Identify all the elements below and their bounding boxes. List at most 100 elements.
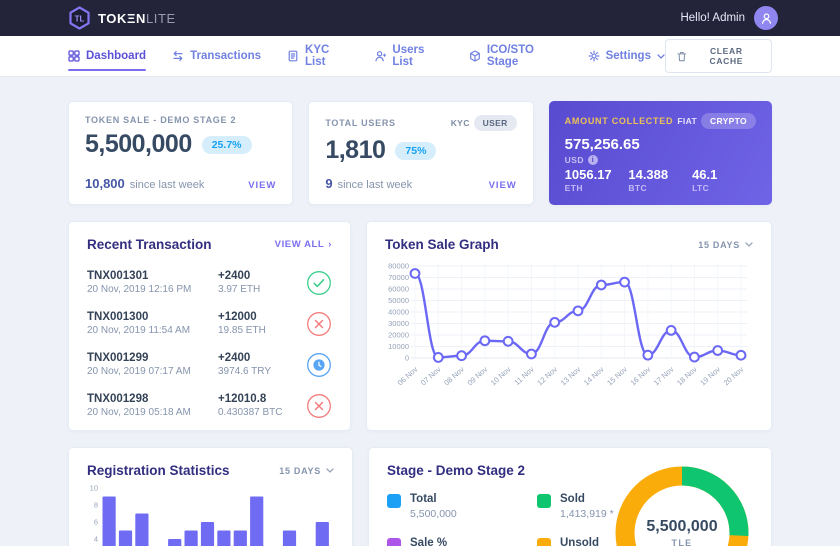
users-list-icon: [375, 51, 387, 62]
toggle-user[interactable]: USER: [473, 115, 517, 131]
nav-item-dashboard[interactable]: Dashboard: [68, 36, 147, 76]
period-label: 15 DAYS: [279, 465, 321, 476]
view-all-label: VIEW ALL: [274, 239, 325, 250]
svg-text:07 Nov: 07 Nov: [419, 365, 443, 388]
transaction-row[interactable]: TNX001301 20 Nov, 2019 12:16 PM +2400 3.…: [87, 262, 332, 303]
svg-text:13 Nov: 13 Nov: [559, 365, 583, 388]
svg-text:60000: 60000: [388, 285, 409, 294]
toggle-fiat[interactable]: FIAT: [677, 116, 697, 126]
svg-text:16 Nov: 16 Nov: [629, 365, 653, 388]
dashboard-icon: [68, 50, 80, 62]
view-link[interactable]: VIEW: [248, 180, 277, 191]
card-label: TOKEN SALE - DEMO STAGE 2: [85, 115, 237, 125]
fiat-crypto-toggle: FIAT CRYPTO: [677, 113, 756, 129]
svg-text:0: 0: [405, 354, 409, 363]
card-label: TOTAL USERS: [325, 118, 396, 128]
delta-value: 9: [325, 176, 333, 191]
chevron-right-icon: ›: [328, 239, 332, 250]
transaction-row[interactable]: TNX001299 20 Nov, 2019 07:17 AM +2400 39…: [87, 344, 332, 385]
clear-cache-button[interactable]: CLEAR CACHE: [664, 39, 772, 73]
eth-label: ETH: [564, 183, 583, 193]
nav-item-settings[interactable]: Settings: [588, 36, 665, 76]
nav-label: ICO/STO Stage: [486, 44, 534, 68]
toggle-crypto[interactable]: CRYPTO: [700, 113, 756, 129]
legend-item-sale-pct: Sale % 25.7% Sold: [387, 537, 537, 546]
legend-item-unsold: Unsold 4,086,082: [537, 537, 687, 546]
delta-caption: since last week: [129, 179, 205, 191]
svg-text:10 Nov: 10 Nov: [489, 365, 513, 388]
view-all-link[interactable]: VIEW ALL ›: [275, 239, 332, 250]
nav-label: Transactions: [190, 50, 262, 62]
nav-item-kyc-list[interactable]: KYC List: [287, 36, 348, 76]
brand-logo[interactable]: TL TOKΞNLITE: [68, 5, 176, 31]
legend-swatch-total: [387, 494, 401, 508]
txn-id: TNX001299: [87, 352, 149, 364]
brand-name: TOKΞNLITE: [98, 10, 176, 26]
legend-label: Sold: [560, 493, 585, 505]
toggle-kyc[interactable]: KYC: [450, 118, 470, 128]
legend-label: Total: [410, 493, 437, 505]
svg-text:6: 6: [94, 518, 98, 527]
svg-text:06 Nov: 06 Nov: [396, 365, 420, 388]
txn-date: 20 Nov, 2019 11:54 AM: [87, 325, 191, 336]
nav-item-ico-sto-stage[interactable]: ICO/STO Stage: [469, 36, 562, 76]
txn-amount-sub: 3974.6 TRY: [218, 366, 272, 377]
panel-title: Recent Transaction: [87, 237, 212, 252]
success-check-icon: [307, 270, 331, 295]
stage-panel: Stage - Demo Stage 2 Total 5,500,000 Sol…: [368, 447, 772, 546]
token-sale-line-chart: 0 10000 20000 30000 40000 50000 60000 70000 8000…: [385, 258, 753, 421]
kyc-list-icon: [288, 50, 298, 62]
legend-label: Sale %: [410, 537, 448, 546]
trash-icon: [677, 51, 687, 61]
period-dropdown[interactable]: 15 DAYS: [279, 466, 334, 476]
middle-row: Recent Transaction VIEW ALL › TNX001301 …: [68, 221, 772, 431]
transaction-row[interactable]: TNX001298 20 Nov, 2019 05:18 AM +12010.8…: [87, 385, 332, 426]
svg-text:19 Nov: 19 Nov: [698, 365, 722, 388]
legend-sub: 1,413,919 *: [560, 508, 614, 520]
nav-item-transactions[interactable]: Transactions: [172, 36, 261, 76]
nav-label: Settings: [605, 50, 651, 62]
legend-sub: 5,500,000: [410, 508, 457, 520]
greeting-text: Hello! Admin: [680, 12, 745, 24]
transaction-row[interactable]: TNX001300 20 Nov, 2019 11:54 AM +12000 1…: [87, 303, 332, 344]
delta-caption: since last week: [337, 179, 413, 191]
menu-bar: Dashboard Transactions KYC List Users Li…: [0, 36, 840, 77]
svg-text:70000: 70000: [388, 273, 409, 282]
svg-text:08 Nov: 08 Nov: [442, 365, 466, 388]
legend-swatch-unsold: [537, 538, 551, 546]
period-label: 15 DAYS: [698, 239, 740, 250]
registration-bar-chart: 108642: [87, 484, 334, 546]
svg-text:12 Nov: 12 Nov: [535, 365, 559, 388]
txn-id: TNX001301: [87, 270, 149, 282]
nav-item-users-list[interactable]: Users List: [374, 36, 443, 76]
legend-swatch-sale-pct: [387, 538, 401, 546]
nav-label: KYC List: [305, 44, 330, 68]
chevron-down-icon: [326, 468, 334, 473]
recent-transactions-panel: Recent Transaction VIEW ALL › TNX001301 …: [68, 221, 351, 431]
svg-text:TL: TL: [75, 14, 85, 23]
svg-text:11 Nov: 11 Nov: [512, 365, 535, 387]
info-icon[interactable]: i: [587, 155, 598, 165]
stage-legend: Total 5,500,000 Sold 1,413,919 *: [387, 493, 753, 546]
legend-swatch-sold: [537, 494, 551, 508]
bar-chart-svg: 108642: [90, 484, 329, 546]
transactions-icon: [173, 51, 183, 61]
chevron-down-icon: [745, 242, 753, 247]
ico-stage-icon: [470, 50, 480, 62]
token-sale-graph-panel: Token Sale Graph 15 DAYS 0 10000 20000 3000…: [366, 221, 772, 431]
svg-text:20 Nov: 20 Nov: [722, 365, 746, 388]
period-dropdown[interactable]: 15 DAYS: [698, 240, 753, 250]
chevron-down-icon: [657, 53, 665, 59]
txn-amount: +2400: [218, 352, 251, 364]
stage-donut-chart: 5,500,000 TLE: [607, 458, 757, 546]
crypto-amounts: 1056.17 ETH 14.388 BTC 46.1 LTC: [565, 167, 756, 193]
total-users-value: 1,810: [325, 136, 386, 164]
panel-title: Registration Statistics: [87, 463, 230, 478]
view-link[interactable]: VIEW: [488, 180, 517, 191]
total-users-card: TOTAL USERS KYC USER 1,810 75% 9 since l…: [308, 101, 534, 205]
amount-value: 575,256.65: [564, 136, 640, 153]
svg-text:10: 10: [90, 484, 98, 493]
svg-text:50000: 50000: [388, 296, 409, 305]
user-avatar[interactable]: [754, 6, 778, 30]
